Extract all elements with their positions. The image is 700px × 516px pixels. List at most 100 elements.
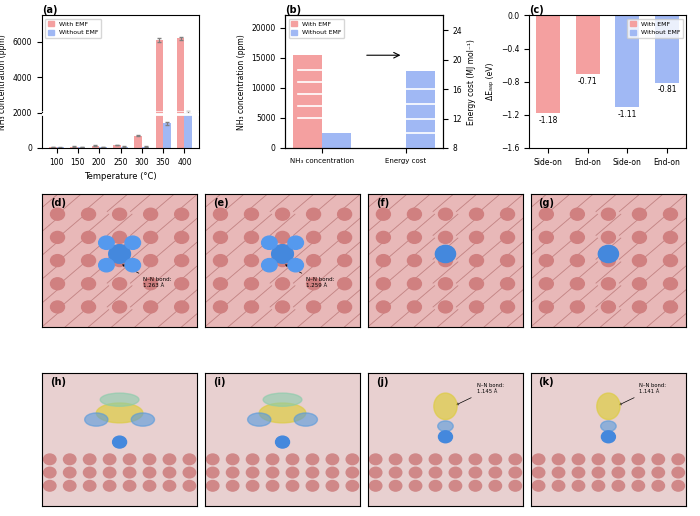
Circle shape: [246, 467, 259, 478]
Circle shape: [672, 480, 685, 491]
Text: -1.18: -1.18: [538, 116, 558, 125]
Circle shape: [601, 301, 615, 313]
Circle shape: [652, 454, 664, 464]
Ellipse shape: [434, 393, 457, 420]
Text: (b): (b): [286, 5, 302, 14]
Circle shape: [601, 208, 615, 220]
Text: -0.71: -0.71: [578, 77, 597, 86]
Ellipse shape: [438, 421, 453, 431]
Text: N–N bond:
1.141 Å: N–N bond: 1.141 Å: [620, 383, 666, 405]
Circle shape: [633, 254, 646, 267]
Bar: [71, 147, 78, 148]
Circle shape: [113, 232, 127, 244]
Circle shape: [540, 232, 553, 244]
Circle shape: [407, 254, 421, 267]
Circle shape: [113, 278, 127, 289]
Circle shape: [346, 480, 358, 491]
Circle shape: [276, 301, 290, 313]
Bar: [92, 146, 99, 148]
Circle shape: [266, 480, 279, 491]
Bar: [99, 147, 106, 148]
Circle shape: [244, 254, 258, 267]
Circle shape: [429, 467, 442, 478]
Circle shape: [570, 278, 584, 289]
Circle shape: [144, 208, 158, 220]
Circle shape: [82, 232, 95, 244]
Circle shape: [337, 254, 351, 267]
Circle shape: [652, 480, 664, 491]
Circle shape: [262, 259, 277, 272]
Bar: [293, 55, 322, 148]
Bar: [377, 192, 406, 207]
Circle shape: [370, 480, 382, 491]
Legend: With EMF, Without EMF: With EMF, Without EMF: [288, 19, 344, 38]
Bar: [134, 136, 142, 148]
Circle shape: [183, 480, 195, 491]
Circle shape: [307, 232, 321, 244]
Circle shape: [346, 467, 358, 478]
Bar: [185, 112, 192, 148]
Circle shape: [509, 454, 522, 464]
Circle shape: [438, 208, 452, 220]
Bar: [322, 133, 351, 148]
Circle shape: [601, 254, 615, 267]
Circle shape: [407, 278, 421, 289]
Circle shape: [449, 480, 462, 491]
Ellipse shape: [263, 393, 302, 406]
Circle shape: [377, 232, 391, 244]
Circle shape: [438, 232, 452, 244]
Circle shape: [50, 254, 64, 267]
Text: (g): (g): [538, 198, 554, 208]
Circle shape: [43, 454, 56, 464]
Circle shape: [570, 208, 584, 220]
Circle shape: [108, 245, 130, 263]
Circle shape: [246, 454, 259, 464]
Circle shape: [337, 232, 351, 244]
Text: (e): (e): [213, 198, 228, 208]
Circle shape: [226, 467, 239, 478]
Circle shape: [206, 454, 219, 464]
Circle shape: [612, 480, 624, 491]
Legend: With EMF, Without EMF: With EMF, Without EMF: [627, 19, 683, 38]
Circle shape: [43, 480, 56, 491]
Circle shape: [144, 480, 155, 491]
Circle shape: [533, 454, 545, 464]
Circle shape: [83, 467, 96, 478]
Y-axis label: ΔEₐₐₚ (eV): ΔEₐₐₚ (eV): [486, 63, 495, 101]
Circle shape: [104, 454, 116, 464]
Circle shape: [552, 454, 565, 464]
Circle shape: [489, 454, 502, 464]
Circle shape: [664, 208, 678, 220]
Circle shape: [175, 208, 188, 220]
Circle shape: [288, 259, 304, 272]
Circle shape: [407, 301, 421, 313]
Circle shape: [573, 454, 584, 464]
Ellipse shape: [601, 421, 616, 431]
Circle shape: [540, 301, 553, 313]
Circle shape: [429, 454, 442, 464]
Circle shape: [672, 454, 685, 464]
Circle shape: [410, 480, 421, 491]
Circle shape: [540, 254, 553, 267]
Circle shape: [672, 467, 685, 478]
Circle shape: [470, 278, 484, 289]
Circle shape: [286, 454, 299, 464]
Text: N–N bond:
1.263 Å: N–N bond: 1.263 Å: [122, 265, 172, 288]
Circle shape: [664, 301, 678, 313]
Circle shape: [286, 480, 299, 491]
Circle shape: [570, 301, 584, 313]
Circle shape: [183, 454, 195, 464]
Circle shape: [288, 236, 304, 249]
Circle shape: [633, 232, 646, 244]
Bar: [163, 123, 171, 148]
Circle shape: [377, 301, 391, 313]
Bar: [615, 15, 639, 107]
Circle shape: [307, 454, 319, 464]
Circle shape: [144, 254, 158, 267]
Circle shape: [64, 480, 76, 491]
Circle shape: [389, 454, 402, 464]
Circle shape: [470, 232, 484, 244]
Circle shape: [214, 301, 228, 313]
Circle shape: [500, 232, 514, 244]
Circle shape: [389, 480, 402, 491]
